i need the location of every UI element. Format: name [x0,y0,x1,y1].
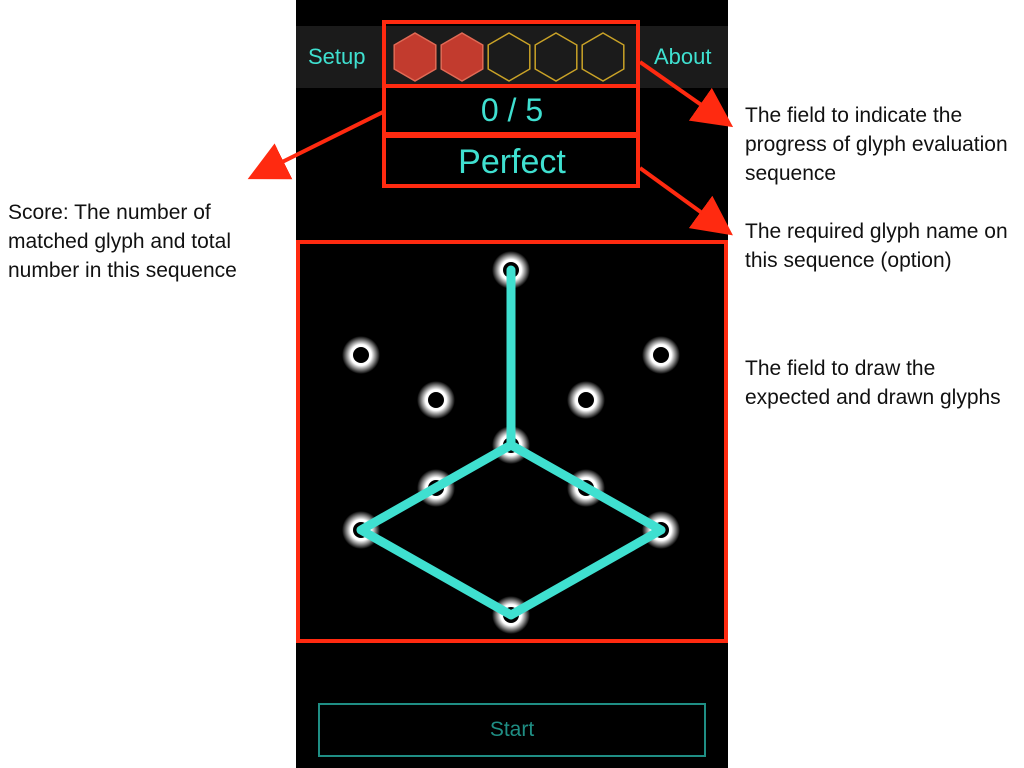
progress-hexagon-empty [487,32,531,82]
progress-hexagons [393,32,625,82]
setup-button[interactable]: Setup [308,44,366,69]
glyph-draw-field[interactable] [296,240,728,640]
progress-hexagon-empty [581,32,625,82]
start-button[interactable]: Start [318,703,706,757]
progress-hexagon-empty [534,32,578,82]
progress-hexagon-filled [440,32,484,82]
glyph-node[interactable] [428,392,444,408]
score-annotation: Score: The number of matched glyph and t… [8,201,237,282]
draw-field-highlight-box [296,240,728,643]
glyph-name-highlight-box [382,134,640,188]
glyph-node[interactable] [353,347,369,363]
draw-field-annotation: The field to draw the expected and drawn… [745,357,1001,409]
progress-annotation: The field to indicate the progress of gl… [745,104,1008,185]
about-button[interactable]: About [654,44,712,69]
glyph-node[interactable] [653,347,669,363]
progress-hexagon-filled [393,32,437,82]
glyph-node[interactable] [578,392,594,408]
glyph-name-display: Perfect [458,143,566,181]
drawn-glyph-line [356,265,666,620]
progress-highlight-box [382,20,640,88]
score-highlight-box [382,84,640,136]
score-display: 0 / 5 [480,92,544,128]
glyph-name-annotation: The required glyph name on this sequence… [745,220,1008,272]
